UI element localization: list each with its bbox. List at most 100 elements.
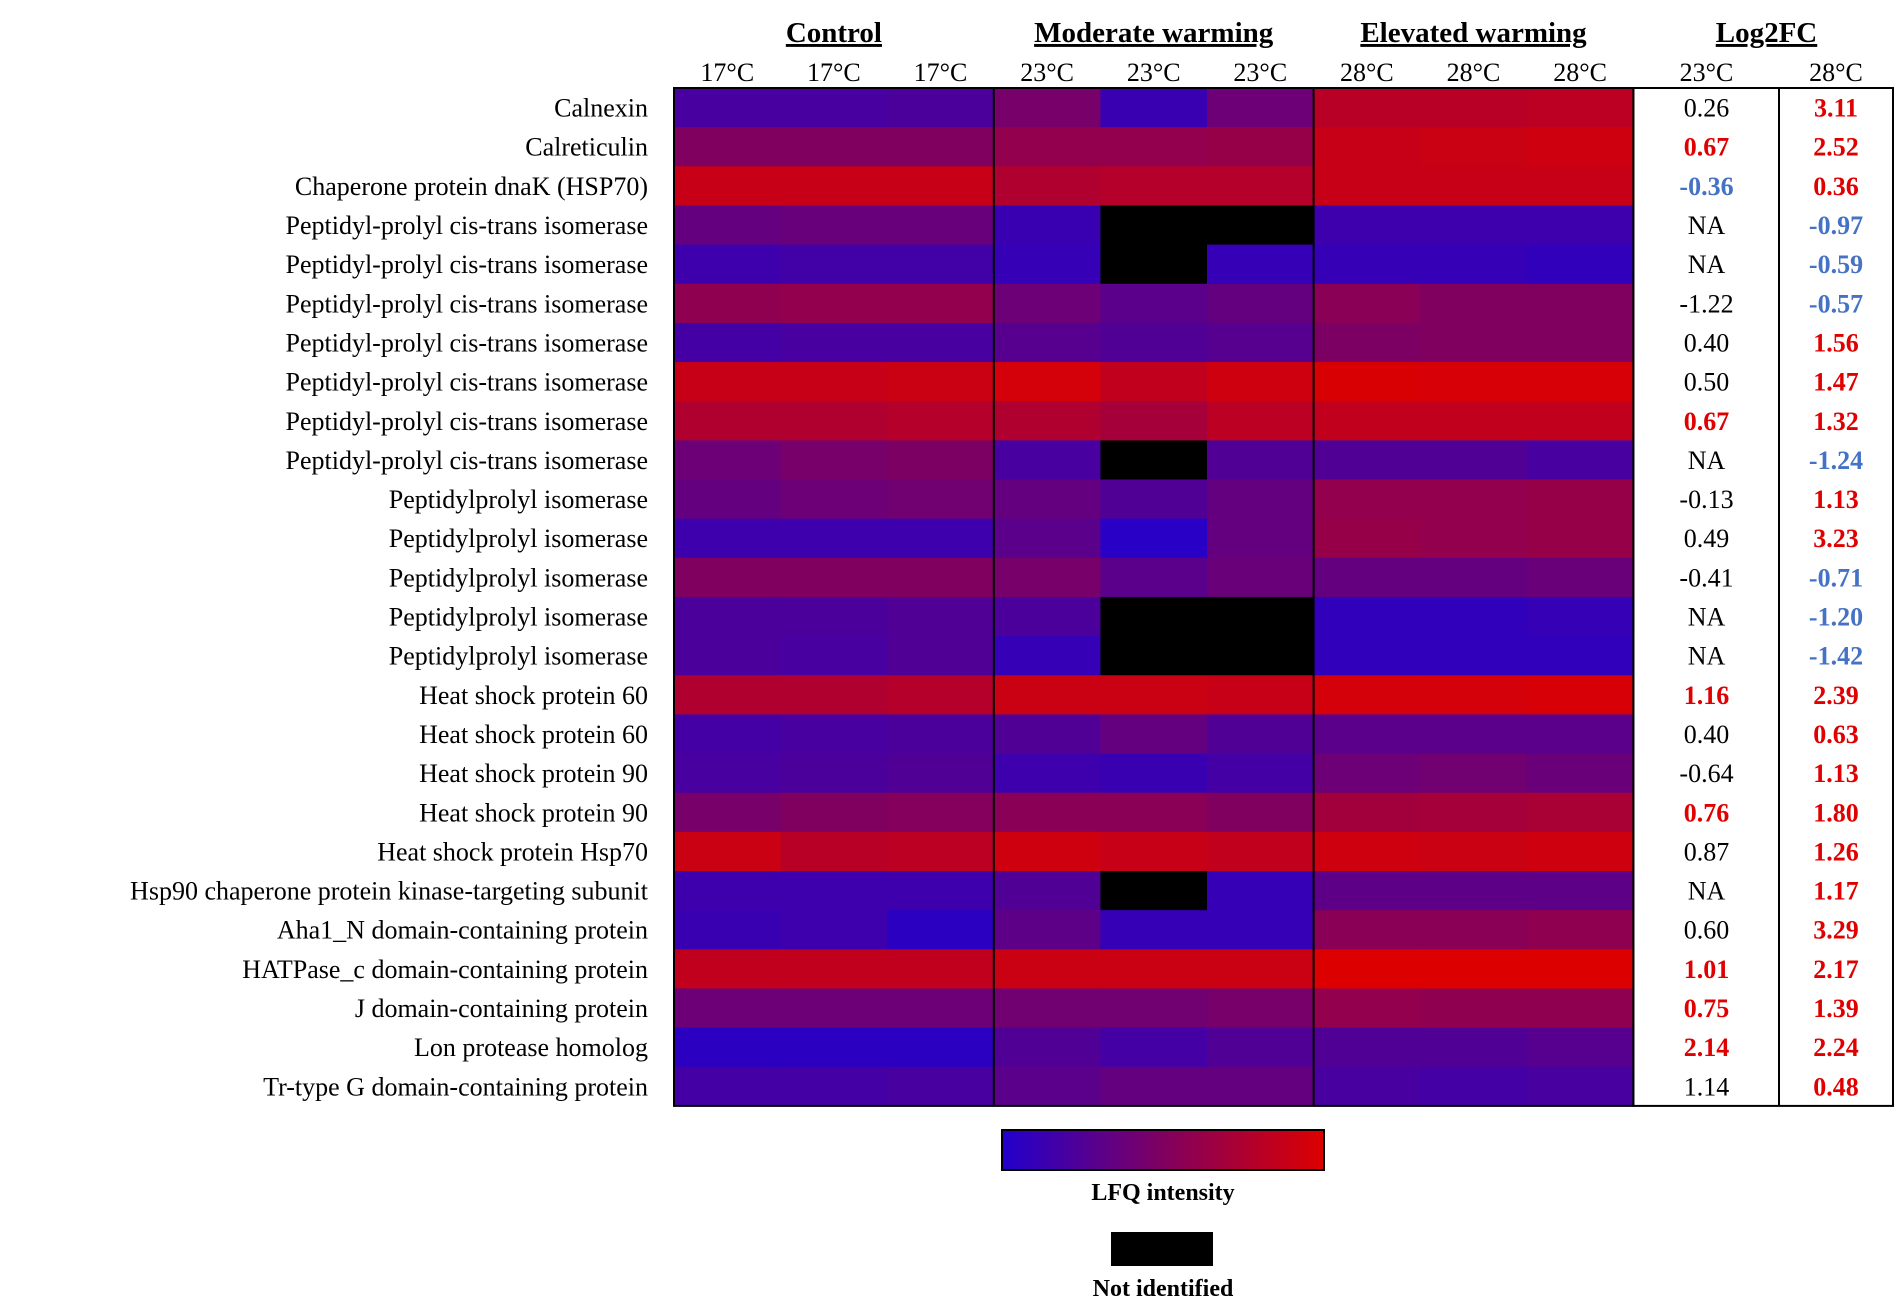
heatmap-cell bbox=[887, 910, 995, 950]
heatmap-cell bbox=[674, 88, 782, 128]
heatmap-cell bbox=[1100, 753, 1208, 794]
row-label: Heat shock protein Hsp70 bbox=[377, 837, 648, 866]
heatmap-cell bbox=[1313, 871, 1421, 911]
heatmap-cell bbox=[1100, 792, 1208, 833]
heatmap-cell bbox=[993, 401, 1101, 441]
heatmap-cell bbox=[674, 283, 782, 324]
log2fc-value: -1.20 bbox=[1809, 603, 1863, 632]
heatmap-cell bbox=[674, 596, 782, 637]
log2fc-value: 1.26 bbox=[1813, 837, 1859, 866]
heatmap-cell bbox=[887, 479, 995, 520]
log2fc-value: 0.67 bbox=[1684, 407, 1730, 436]
heatmap-cell bbox=[780, 596, 888, 637]
heatmap-cell bbox=[674, 127, 782, 167]
heatmap-cell bbox=[780, 714, 888, 755]
heatmap-cell bbox=[780, 401, 888, 441]
log2fc-value: -0.36 bbox=[1679, 172, 1733, 201]
heatmap-cell bbox=[1100, 596, 1208, 637]
heatmap-cell bbox=[674, 479, 782, 520]
heatmap-cell bbox=[887, 440, 995, 481]
heatmap-cell bbox=[1100, 871, 1208, 911]
heatmap-cell bbox=[1526, 714, 1634, 755]
row-label: Hsp90 chaperone protein kinase-targeting… bbox=[130, 877, 649, 906]
heatmap-cell bbox=[1420, 440, 1528, 481]
heatmap-cell bbox=[887, 831, 995, 872]
heatmap-cell bbox=[1100, 831, 1208, 872]
heatmap-cell bbox=[780, 166, 888, 207]
heatmap-cell bbox=[1420, 675, 1528, 715]
heatmap-cell bbox=[1100, 675, 1208, 715]
heatmap-cell bbox=[887, 675, 995, 715]
log2fc-frame bbox=[1632, 87, 1895, 1107]
heatmap-cell bbox=[1100, 362, 1208, 402]
heatmap-cell bbox=[1100, 949, 1208, 990]
log2fc-value: 1.56 bbox=[1813, 328, 1859, 357]
heatmap-cell bbox=[1100, 988, 1208, 1029]
heatmap-cell bbox=[1526, 831, 1634, 872]
log2fc-value: 1.13 bbox=[1813, 485, 1859, 514]
heatmap-cell bbox=[1313, 988, 1421, 1029]
heatmap-cell bbox=[1313, 1027, 1421, 1068]
group-titles: Control Moderate warming Elevated warming L… bbox=[786, 17, 1817, 49]
row-label: Peptidylprolyl isomerase bbox=[389, 485, 648, 514]
log2fc-value: NA bbox=[1688, 211, 1726, 240]
heatmap-cell bbox=[1420, 910, 1528, 950]
heatmap-cell bbox=[674, 322, 782, 363]
heatmap-cell bbox=[1313, 127, 1421, 167]
heatmap-cell bbox=[1207, 88, 1315, 128]
heatmap-cell bbox=[1526, 440, 1634, 481]
heatmap-cell bbox=[1420, 205, 1528, 246]
heatmap-cell bbox=[1420, 792, 1528, 833]
row-label: J domain-containing protein bbox=[355, 994, 648, 1023]
heatmap-cell bbox=[1526, 636, 1634, 676]
log2fc-value: -0.71 bbox=[1809, 563, 1863, 592]
heatmap-cell bbox=[1420, 988, 1528, 1029]
log2fc-value: 1.32 bbox=[1813, 407, 1859, 436]
heatmap-cell bbox=[1207, 949, 1315, 990]
heatmap-cell bbox=[887, 322, 995, 363]
log2fc-value: -1.24 bbox=[1809, 446, 1863, 475]
heatmap-cell bbox=[1420, 322, 1528, 363]
heatmap-cell bbox=[1207, 675, 1315, 715]
heatmap-cell bbox=[780, 127, 888, 167]
heatmap-cell bbox=[887, 596, 995, 637]
heatmap-cell bbox=[1526, 166, 1634, 207]
log2fc-value: 1.47 bbox=[1813, 368, 1859, 397]
log2fc-value: 2.39 bbox=[1813, 681, 1859, 710]
log2fc-value: -0.97 bbox=[1809, 211, 1863, 240]
log2fc-value: -0.59 bbox=[1809, 250, 1863, 279]
log2fc-value: 3.11 bbox=[1814, 94, 1858, 123]
heatmap-cell bbox=[1207, 166, 1315, 207]
log2fc-title: Log2FC bbox=[1716, 17, 1818, 49]
heatmap-cell bbox=[1313, 205, 1421, 246]
log2fc-value: NA bbox=[1688, 877, 1726, 906]
heatmap-cell bbox=[887, 753, 995, 794]
heatmap-cell bbox=[1526, 322, 1634, 363]
heatmap-cell bbox=[1100, 88, 1208, 128]
row-label: Peptidyl-prolyl cis-trans isomerase bbox=[286, 407, 648, 436]
heatmap-cell bbox=[1313, 518, 1421, 559]
row-label: Calreticulin bbox=[525, 133, 648, 162]
heatmap-cell bbox=[780, 792, 888, 833]
heatmap-cell bbox=[1526, 362, 1634, 402]
heatmap-cell bbox=[1313, 479, 1421, 520]
heatmap-cell bbox=[887, 283, 995, 324]
heatmap-cells bbox=[674, 88, 1634, 1107]
missing-label: Not identified bbox=[1093, 1276, 1234, 1302]
heatmap-cell bbox=[887, 518, 995, 559]
heatmap-cell bbox=[1313, 88, 1421, 128]
column-label: 17°C bbox=[700, 58, 754, 87]
heatmap-cell bbox=[1207, 362, 1315, 402]
row-label: Peptidyl-prolyl cis-trans isomerase bbox=[286, 368, 648, 397]
row-label: Aha1_N domain-containing protein bbox=[277, 916, 648, 945]
heatmap-cell bbox=[1420, 557, 1528, 598]
heatmap-cell bbox=[674, 205, 782, 246]
heatmap-cell bbox=[1207, 322, 1315, 363]
heatmap-cell bbox=[674, 675, 782, 715]
log2fc-value: 0.26 bbox=[1684, 94, 1730, 123]
log2fc-column-label: 23°C bbox=[1680, 58, 1734, 87]
heatmap-cell bbox=[1526, 596, 1634, 637]
heatmap-cell bbox=[993, 479, 1101, 520]
heatmap-cell bbox=[993, 792, 1101, 833]
heatmap-cell bbox=[1526, 88, 1634, 128]
